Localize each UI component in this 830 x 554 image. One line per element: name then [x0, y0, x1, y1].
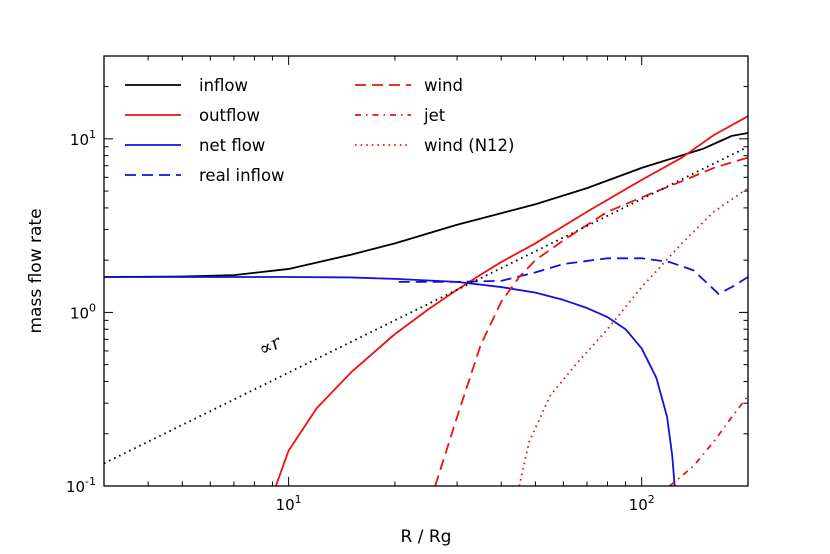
wind-line — [434, 156, 748, 486]
plot-frame — [103, 55, 749, 487]
x-tick-label: 101 — [276, 493, 302, 514]
y-tick-label: 100 — [70, 301, 96, 322]
legend-label-net-flow: net flow — [199, 136, 265, 155]
y-axis-label: mass flow rate — [26, 208, 46, 333]
series-layer — [104, 115, 748, 486]
outflow-line — [274, 115, 748, 486]
proportional-r-annotation: ∝r — [255, 331, 286, 361]
real-inflow-line — [398, 257, 748, 295]
ticks-layer: 101 102 10-1 100 101 — [66, 55, 749, 514]
legend: inflow outflow net flow real inflow wind jet w… — [125, 76, 514, 185]
legend-label-inflow: inflow — [199, 76, 248, 95]
proportional-r-reference-line — [104, 145, 748, 465]
legend-label-wind: wind — [424, 76, 463, 95]
y-tick-label: 101 — [70, 128, 96, 149]
legend-label-jet: jet — [423, 106, 446, 125]
legend-label-outflow: outflow — [199, 106, 260, 125]
net-flow-line — [104, 276, 676, 486]
y-tick-label: 10-1 — [66, 475, 96, 496]
wind-n12-line — [518, 187, 748, 486]
inflow-line — [104, 132, 748, 278]
legend-label-real-inflow: real inflow — [199, 166, 285, 185]
x-tick-label: 102 — [629, 493, 655, 514]
x-axis-label: R / Rg — [401, 527, 452, 547]
jet-line — [669, 395, 748, 486]
legend-label-wind-n12: wind (N12) — [424, 136, 514, 155]
